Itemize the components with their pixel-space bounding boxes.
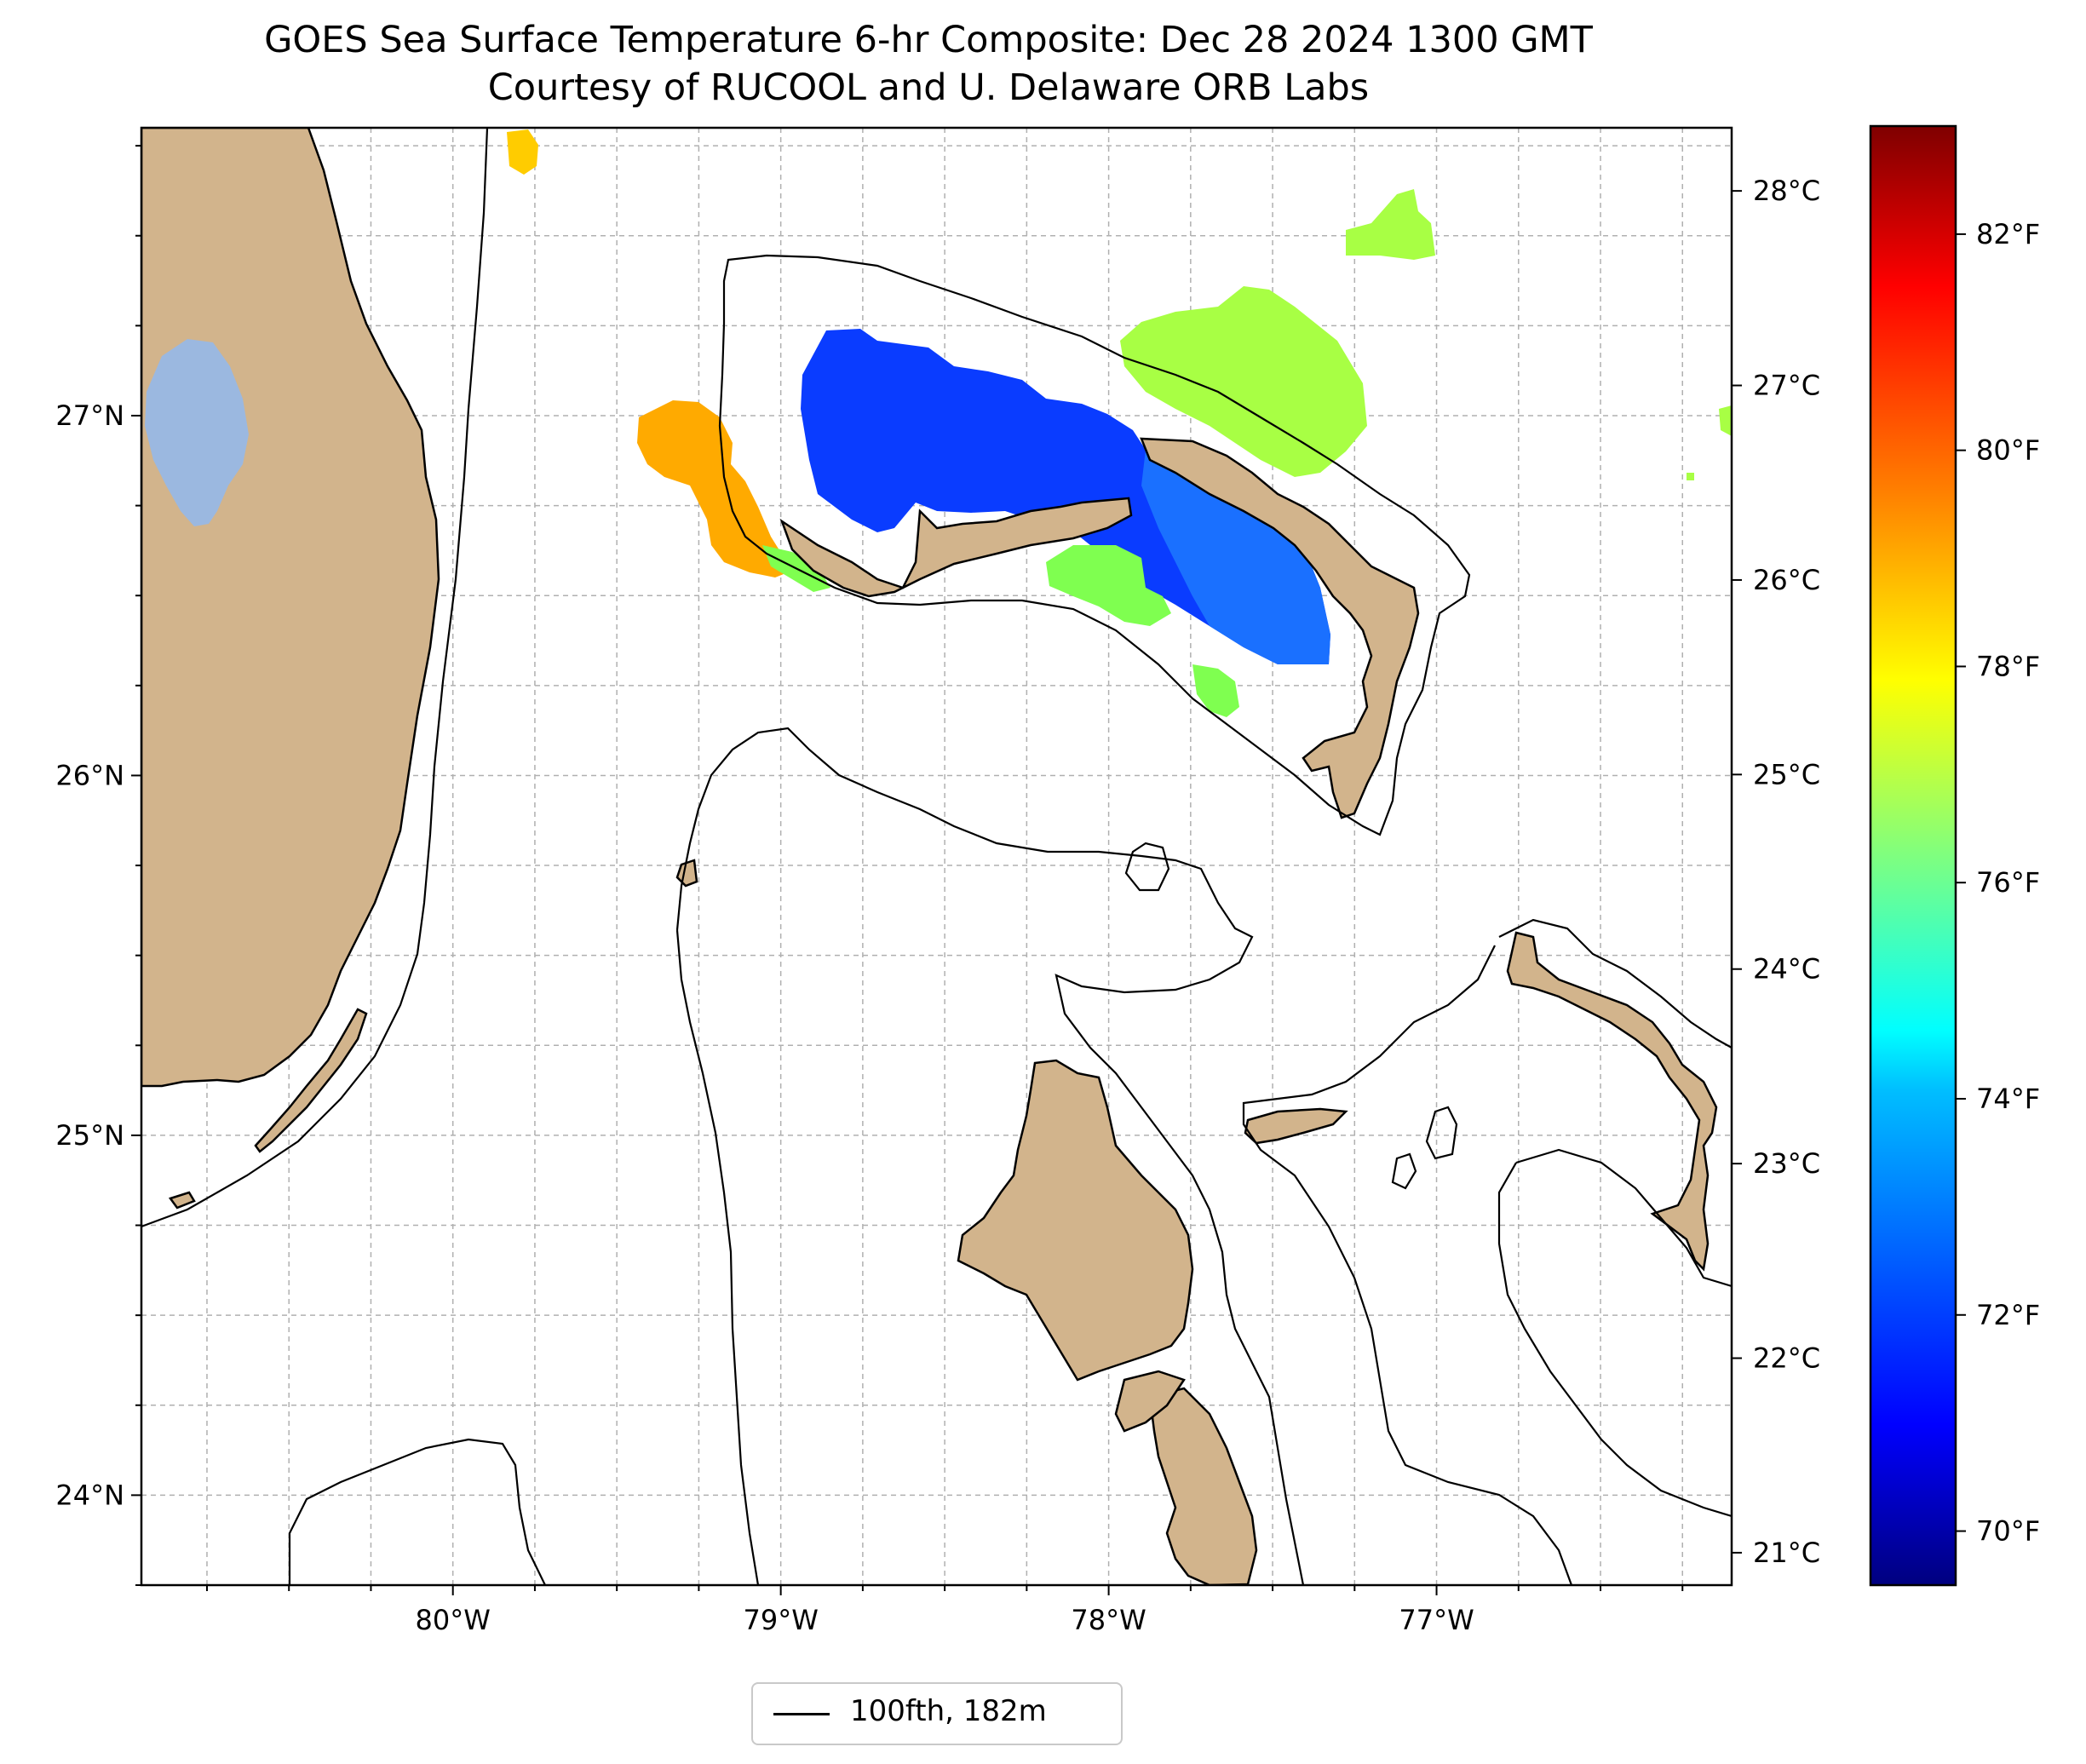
contour-great-bahama-bank-north [675,727,1305,1585]
fahrenheit-label: 78°F [1976,650,2040,682]
sst-patch-green-mid [1046,545,1171,626]
land-key-west [168,1191,196,1210]
contour-exuma-sound [1497,1148,1732,1518]
celsius-label: 21°C [1753,1537,1820,1569]
celsius-label: 24°C [1753,953,1820,985]
celsius-label: 23°C [1753,1147,1820,1180]
sst-patch-cool-east [1141,450,1330,664]
contour-island-loop-1 [1124,842,1170,892]
celsius-label: 26°C [1753,564,1820,596]
fahrenheit-label: 80°F [1976,434,2040,467]
legend-label: 100fth, 182m [850,1694,1047,1728]
contour-cay-sal-north [288,1438,546,1585]
colorbar-fahrenheit-axis: 82°F 80°F 78°F 76°F 74°F 72°F 70°F [1956,218,2040,1548]
sst-patch-green-south [1192,664,1239,717]
contour-little-bahama-bank [718,254,1471,836]
celsius-label: 27°C [1753,370,1820,402]
contour-tongue-of-ocean [1242,918,1732,1585]
celsius-label: 22°C [1753,1342,1820,1375]
lat-label: 27°N [55,399,124,432]
contour-great-bahama-bank-west [675,929,760,1585]
lat-labels: 27°N 26°N 25°N 24°N [55,399,124,1511]
land-andros-south [1148,1387,1258,1585]
lake-okeechobee [145,339,249,526]
colorbar [1869,124,1957,1587]
legend: 100fth, 182m [751,1682,1123,1745]
colorbar-celsius-axis: 28°C 27°C 26°C 25°C 24°C 23°C 22°C 21°C [1732,175,1820,1569]
legend-line-swatch [773,1713,830,1715]
contour-100fth [141,128,1732,1585]
lon-label: 79°W [743,1604,818,1636]
lat-label: 25°N [55,1119,124,1152]
lon-label: 78°W [1071,1604,1146,1636]
lon-label: 80°W [416,1604,491,1636]
contour-island-loop-3 [1391,1152,1417,1190]
chart-subtitle: Courtesy of RUCOOL and U. Delaware ORB L… [487,66,1370,109]
fahrenheit-label: 76°F [1976,866,2040,899]
lon-label: 77°W [1399,1604,1474,1636]
land-florida-keys [254,1008,368,1153]
lat-label: 24°N [55,1479,124,1511]
chart-title: GOES Sea Surface Temperature 6-hr Compos… [264,19,1593,61]
sst-patch-green-ne [1346,189,1435,260]
land-berry-islands [1244,1107,1348,1145]
lat-label: 26°N [55,759,124,791]
lon-labels: 80°W 79°W 78°W 77°W [416,1604,1474,1636]
land-eleuthera [1506,931,1718,1272]
fahrenheit-label: 74°F [1976,1083,2040,1115]
celsius-label: 25°C [1753,758,1820,790]
map-content [141,128,1732,1585]
contour-florida-shelf [141,128,489,1228]
fahrenheit-label: 70°F [1976,1515,2040,1548]
sst-patch-green-dot [1687,473,1694,480]
sst-patch-green-edge [1719,405,1732,436]
sst-patches [507,129,1732,717]
land-grand-bahama [779,497,1133,598]
fahrenheit-label: 72°F [1976,1299,2040,1331]
fahrenheit-label: 82°F [1976,218,2040,250]
sst-patch-warm-west [637,400,792,577]
land-andros [957,1059,1194,1382]
sst-patch-yellow-nw [507,129,538,175]
land-andros-mid [1114,1370,1186,1433]
axis-ticks [131,145,1684,1595]
contour-island-loop-2 [1425,1106,1458,1160]
sst-patch-green-north [1120,286,1367,477]
map-frame [140,126,1733,1587]
celsius-label: 28°C [1753,175,1820,207]
land-abaco [1140,437,1420,819]
